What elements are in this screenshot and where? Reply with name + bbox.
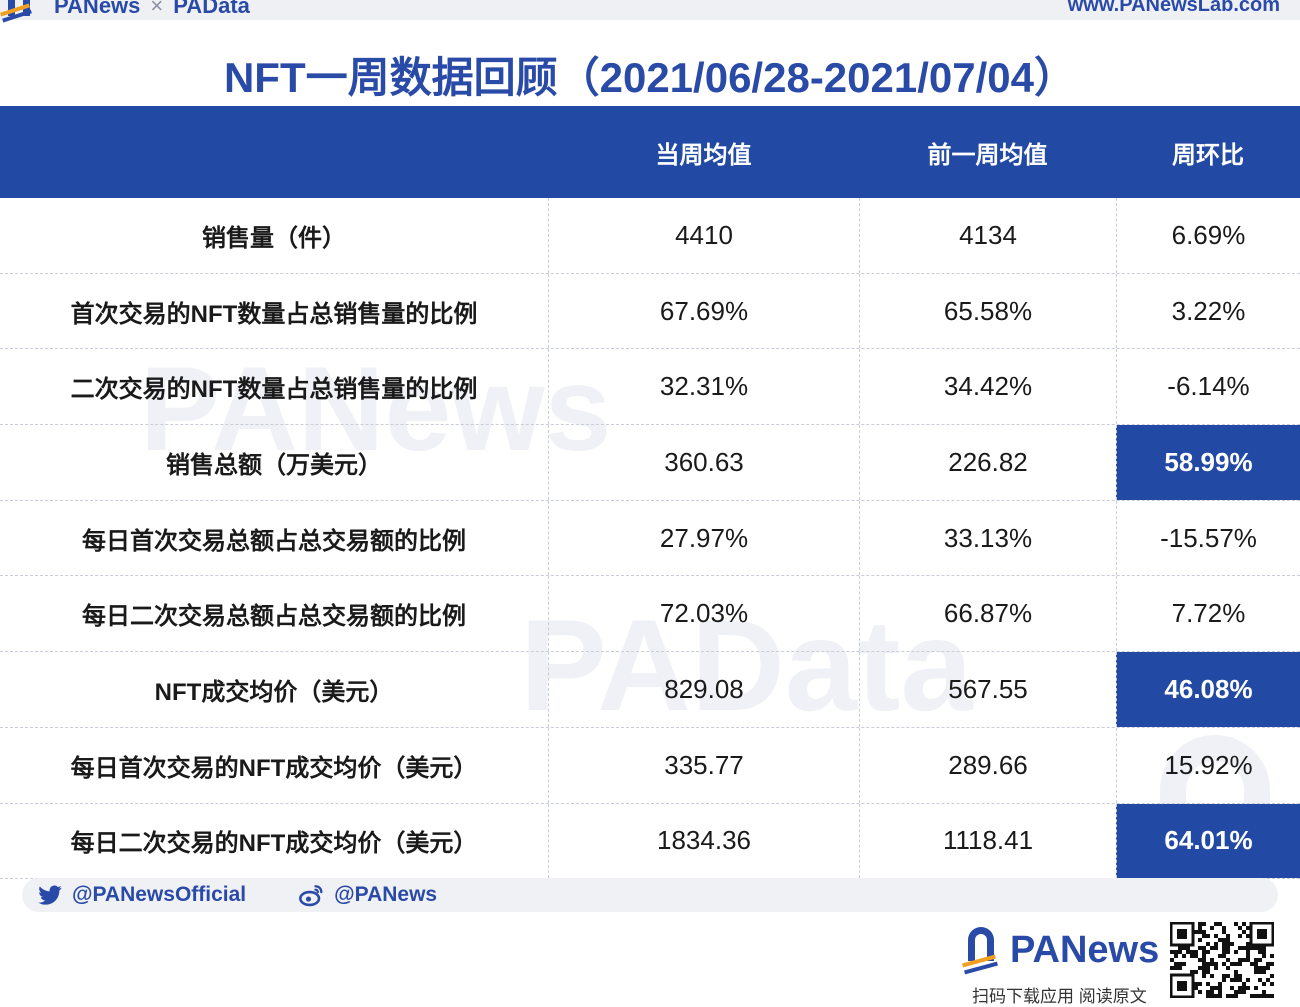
previous-value: 567.55 xyxy=(859,652,1116,727)
row-label: 每日二次交易的NFT成交均价（美元） xyxy=(70,830,478,858)
change-value: 7.72% xyxy=(1116,576,1300,652)
table-row: 销售总额（万美元） 360.63 226.82 58.99% xyxy=(0,425,1300,501)
footer-brand-text: PANews xyxy=(1010,928,1160,971)
previous-value: 4134 xyxy=(859,198,1116,273)
change-value: 64.01% xyxy=(1116,803,1300,879)
change-value: -6.14% xyxy=(1116,349,1300,425)
weibo-handle: @PANews xyxy=(334,883,438,906)
qr-code-icon[interactable] xyxy=(1170,922,1274,998)
row-label: 每日二次交易总额占总交易额的比例 xyxy=(82,603,466,631)
weibo-link[interactable]: @PANews xyxy=(298,881,437,909)
row-label: 首次交易的NFT数量占总销售量的比例 xyxy=(70,300,478,328)
table-row: 销售量（件） 4410 4134 6.69% xyxy=(0,198,1300,274)
change-value: -15.57% xyxy=(1116,500,1300,576)
twitter-icon xyxy=(38,885,62,905)
table-row: 首次交易的NFT数量占总销售量的比例 67.69% 65.58% 3.22% xyxy=(0,273,1300,350)
column-header-change: 周环比 xyxy=(1172,141,1244,169)
current-value: 829.08 xyxy=(548,652,859,727)
previous-value: 1118.41 xyxy=(859,803,1116,879)
brand-separator: × xyxy=(150,0,164,18)
current-value: 335.77 xyxy=(548,727,859,803)
panews-footer-logo-icon xyxy=(960,925,1004,975)
table-header: 当周均值 前一周均值 周环比 xyxy=(0,106,1300,198)
table-row: 每日首次交易总额占总交易额的比例 27.97% 33.13% -15.57% xyxy=(0,500,1300,577)
twitter-link[interactable]: @PANewsOfficial xyxy=(36,881,246,909)
current-value: 1834.36 xyxy=(548,803,859,879)
nft-weekly-table: 当周均值 前一周均值 周环比 销售量（件） 4410 4134 6.69% 首次交易的N… xyxy=(0,106,1300,880)
previous-value: 65.58% xyxy=(859,273,1116,349)
site-url[interactable]: www.PANewsLab.com xyxy=(1067,0,1280,16)
change-value: 15.92% xyxy=(1116,727,1300,803)
change-value: 3.22% xyxy=(1116,273,1300,349)
current-value: 360.63 xyxy=(548,425,859,500)
panews-logo-icon xyxy=(0,0,46,23)
footer-brand: PANews xyxy=(960,925,1159,975)
previous-value: 226.82 xyxy=(859,425,1116,500)
row-label: 销售量（件） xyxy=(202,224,346,252)
table-row: 每日二次交易的NFT成交均价（美元） 1834.36 1118.41 64.01% xyxy=(0,803,1300,880)
current-value: 27.97% xyxy=(548,500,859,576)
social-bar: @PANewsOfficial @PANews xyxy=(22,878,1278,912)
twitter-handle: @PANewsOfficial xyxy=(72,883,247,906)
previous-value: 289.66 xyxy=(859,727,1116,803)
table-row: 二次交易的NFT数量占总销售量的比例 32.31% 34.42% -6.14% xyxy=(0,349,1300,426)
page-title: NFT一周数据回顾（2021/06/28-2021/07/04） xyxy=(223,54,1077,101)
current-value: 4410 xyxy=(548,198,859,273)
change-value: 58.99% xyxy=(1116,425,1300,500)
previous-value: 66.87% xyxy=(859,576,1116,652)
footer-caption: 扫码下载应用 阅读原文 xyxy=(972,987,1147,1006)
weibo-icon xyxy=(299,885,323,907)
table-row: 每日二次交易总额占总交易额的比例 72.03% 66.87% 7.72% xyxy=(0,576,1300,653)
column-header-previous: 前一周均值 xyxy=(927,141,1048,169)
current-value: 67.69% xyxy=(548,273,859,349)
row-label: 销售总额（万美元） xyxy=(166,451,382,479)
change-value: 46.08% xyxy=(1116,652,1300,727)
brand-right: PAData xyxy=(173,0,250,18)
current-value: 72.03% xyxy=(548,576,859,652)
table-body: 销售量（件） 4410 4134 6.69% 首次交易的NFT数量占总销售量的比例 67.… xyxy=(0,198,1300,880)
previous-value: 33.13% xyxy=(859,500,1116,576)
table-row: 每日首次交易的NFT成交均价（美元） 335.77 289.66 15.92% xyxy=(0,727,1300,804)
brand-left: PANews xyxy=(54,0,141,18)
table-row: NFT成交均价（美元） 829.08 567.55 46.08% xyxy=(0,652,1300,728)
current-value: 32.31% xyxy=(548,349,859,425)
column-header-current: 当周均值 xyxy=(655,141,752,169)
row-label: NFT成交均价（美元） xyxy=(154,678,394,706)
row-label: 二次交易的NFT数量占总销售量的比例 xyxy=(70,376,478,404)
row-label: 每日首次交易的NFT成交均价（美元） xyxy=(70,754,478,782)
row-label: 每日首次交易总额占总交易额的比例 xyxy=(82,527,466,555)
top-bar xyxy=(0,0,1300,20)
change-value: 6.69% xyxy=(1116,198,1300,273)
top-brand: PANews × PAData xyxy=(0,0,250,23)
previous-value: 34.42% xyxy=(859,349,1116,425)
